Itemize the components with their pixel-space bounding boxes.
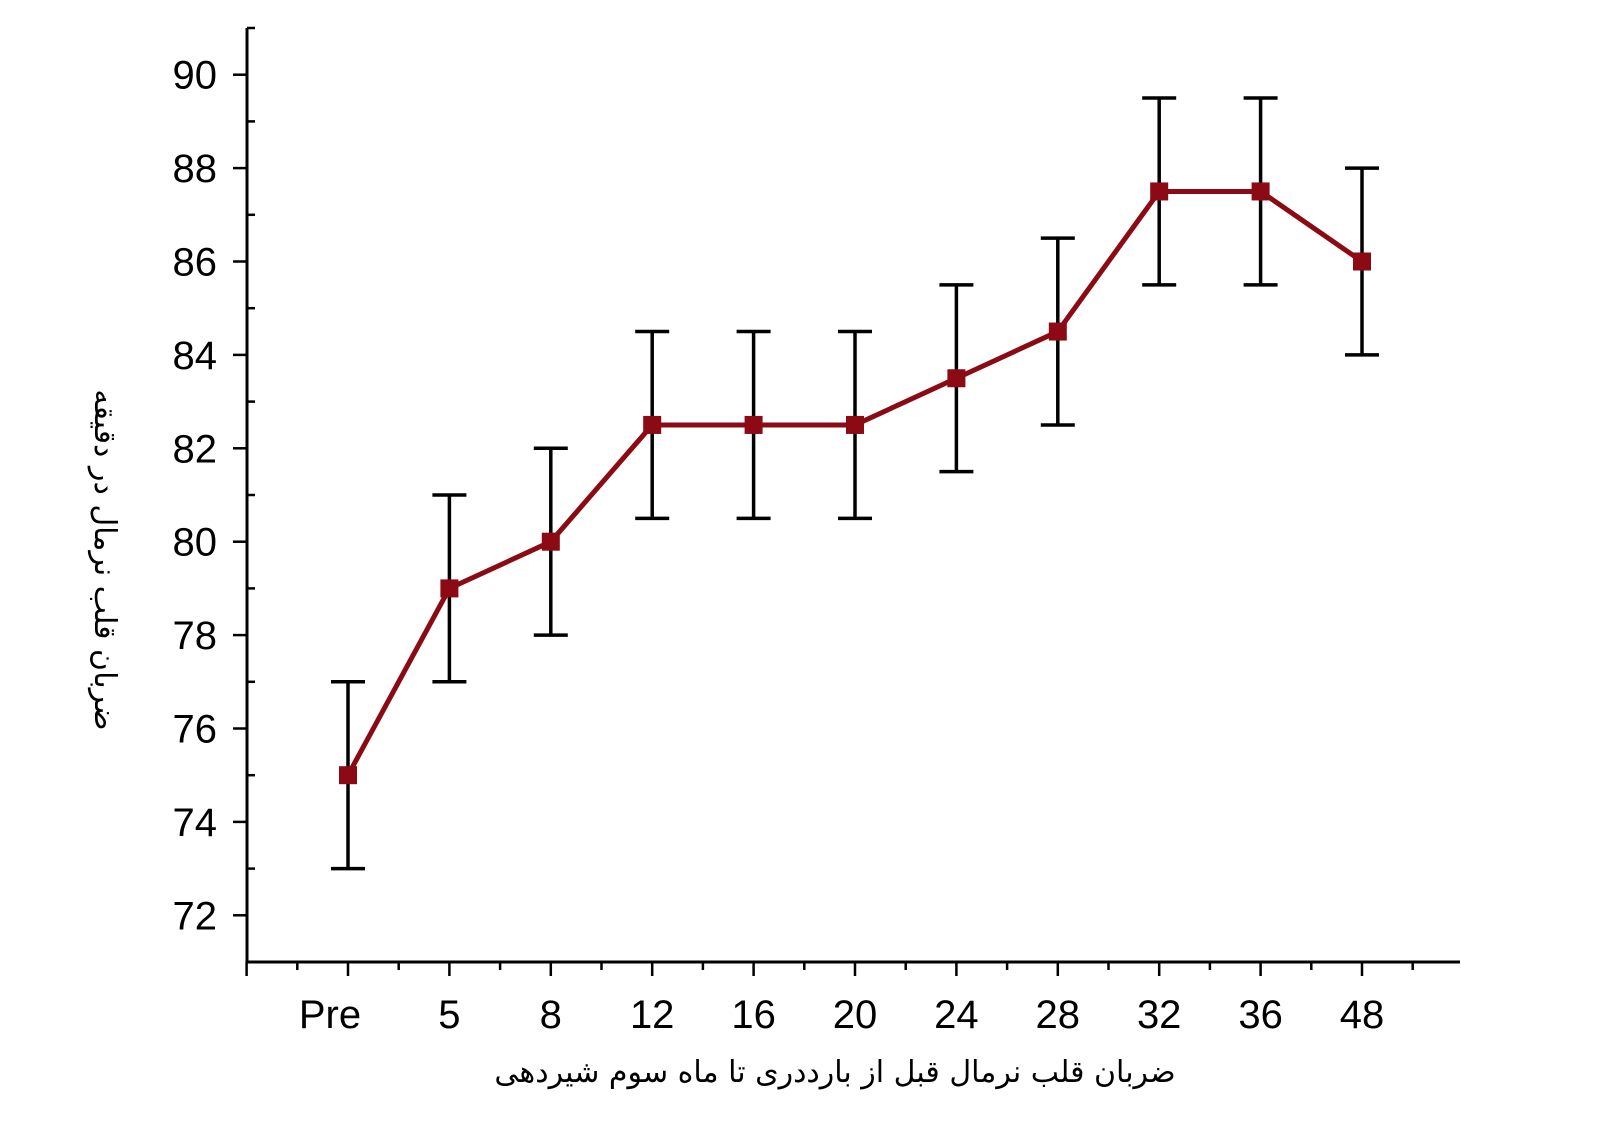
y-tick-label: 82 <box>173 427 218 471</box>
data-point <box>1353 252 1371 271</box>
data-point <box>744 415 763 434</box>
y-tick-label: 72 <box>173 894 218 938</box>
x-ticks: Pre 5 8 12 16 20 24 28 32 36 48 <box>245 962 1414 1037</box>
x-tick-label: 16 <box>731 993 776 1037</box>
x-tick-label: 28 <box>1036 993 1081 1037</box>
series <box>339 182 1371 785</box>
x-tick-label: 32 <box>1137 993 1182 1037</box>
y-tick-label: 86 <box>173 241 218 285</box>
y-tick-label: 74 <box>173 801 218 845</box>
x-tick-label: 20 <box>833 993 878 1037</box>
x-axis-title: ضربان قلب نرمال قبل از بارددری تا ماه سو… <box>494 1055 1175 1090</box>
x-tick-label: 8 <box>540 993 562 1037</box>
data-point <box>846 415 864 434</box>
data-point <box>440 579 459 598</box>
data-point <box>541 532 560 551</box>
data-point <box>947 369 966 388</box>
y-tick-label: 80 <box>173 521 218 565</box>
x-tick-label: Pre <box>299 993 361 1037</box>
data-point <box>1048 322 1067 341</box>
x-tick-label: 24 <box>934 993 979 1037</box>
data-point <box>643 415 662 434</box>
y-tick-label: 88 <box>173 147 218 191</box>
y-tick-label: 76 <box>173 708 218 752</box>
x-tick-label: 36 <box>1238 993 1283 1037</box>
y-tick-label: 78 <box>173 614 218 658</box>
data-point <box>1150 182 1169 201</box>
error-bars <box>331 96 1379 871</box>
data-point <box>339 766 357 785</box>
y-tick-label: 84 <box>173 334 218 378</box>
y-tick-label: 90 <box>173 54 218 98</box>
x-tick-label: 12 <box>630 993 675 1037</box>
y-axis-title: ضربان قلب نرمال در دقیقه <box>87 389 122 730</box>
data-point <box>1251 182 1270 201</box>
x-tick-label: 48 <box>1340 993 1385 1037</box>
y-ticks: 72 74 76 78 80 82 84 86 88 90 <box>173 26 255 964</box>
x-tick-label: 5 <box>438 993 460 1037</box>
